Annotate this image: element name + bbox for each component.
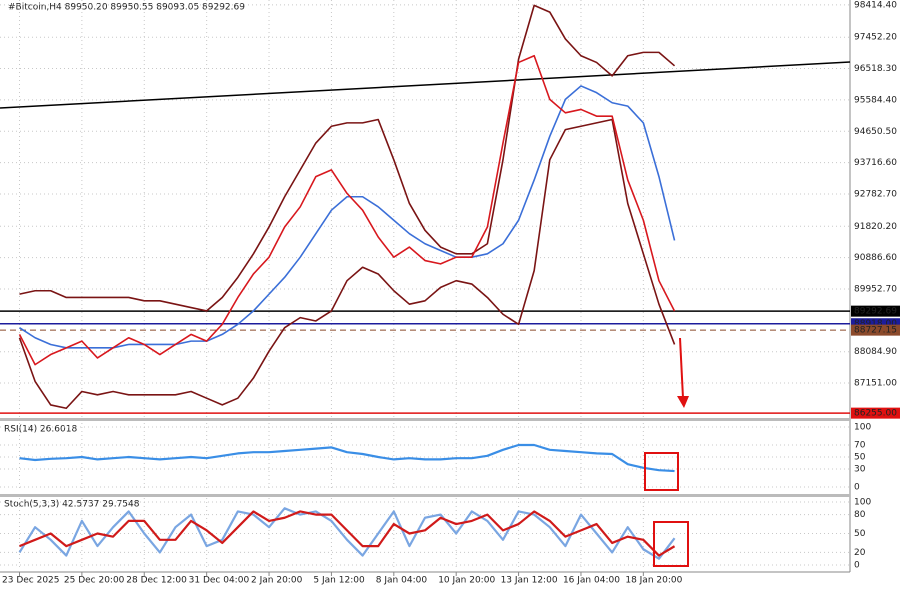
- price-label: 88727.15: [854, 326, 897, 336]
- panel-separator: [0, 494, 850, 497]
- y-tick-label: 96518.30: [854, 64, 897, 74]
- x-tick-label: 8 Jan 04:00: [376, 576, 428, 586]
- series-line: [18, 118, 676, 410]
- x-tick-label: 23 Dec 2025: [2, 576, 60, 586]
- price-label: 86255.00: [854, 409, 897, 419]
- y-tick-label: 100: [854, 423, 871, 433]
- price-label-box: [851, 324, 900, 336]
- price-label: 89292.69: [854, 307, 897, 317]
- x-tick-label: 31 Dec 04:00: [189, 576, 250, 586]
- y-tick-label: 87151.00: [854, 379, 897, 389]
- y-tick-label: 91820.20: [854, 222, 897, 232]
- y-tick-label: 80: [854, 510, 866, 520]
- y-tick-label: 90886.60: [854, 253, 897, 263]
- highlight-box: [644, 452, 679, 491]
- y-tick-label: 20: [854, 548, 866, 558]
- x-tick-label: 5 Jan 12:00: [313, 576, 365, 586]
- series-line: [19, 510, 676, 557]
- x-tick-label: 16 Jan 04:00: [563, 576, 620, 586]
- y-tick-label: 88084.90: [854, 347, 897, 357]
- series-line: [19, 85, 676, 349]
- y-tick-label: 70: [854, 441, 866, 451]
- y-tick-label: 30: [854, 465, 866, 475]
- chart-title: #Bitcoin,H4 89950.20 89950.55 89093.05 8…: [8, 3, 245, 13]
- panel-separator: [0, 418, 850, 421]
- y-tick-label: 100: [854, 498, 871, 508]
- y-tick-label: 95584.40: [854, 95, 897, 105]
- x-tick-label: 18 Jan 20:00: [625, 576, 682, 586]
- highlight-box: [653, 521, 689, 567]
- rsi-title: RSI(14) 26.6018: [4, 425, 77, 435]
- x-tick-label: 25 Dec 20:00: [64, 576, 125, 586]
- price-label-box: [851, 407, 900, 419]
- y-tick-label: 89952.70: [854, 284, 897, 294]
- price-label-box: [851, 318, 900, 330]
- series-line: [18, 507, 676, 560]
- x-tick-label: 2 Jan 20:00: [251, 576, 303, 586]
- y-tick-label: 50: [854, 529, 866, 539]
- series-line: [19, 443, 675, 473]
- x-tick-label: 13 Jan 12:00: [501, 576, 558, 586]
- stoch-title: Stoch(5,3,3) 42.5737 29.7548: [4, 500, 140, 510]
- y-tick-label: 94650.50: [854, 127, 897, 137]
- y-tick-label: 0: [854, 561, 860, 571]
- x-tick-label: 28 Dec 12:00: [126, 576, 187, 586]
- price-label-box: [851, 305, 900, 317]
- y-tick-label: 0: [854, 483, 860, 493]
- y-tick-label: 92782.70: [854, 189, 897, 199]
- series-line: [18, 54, 676, 366]
- y-tick-label: 97452.20: [854, 33, 897, 43]
- y-tick-label: 93716.60: [854, 158, 897, 168]
- x-tick-label: 10 Jan 20:00: [438, 576, 495, 586]
- arrow-head: [677, 396, 689, 408]
- series-line: [19, 4, 676, 312]
- trendline: [0, 61, 851, 109]
- arrow-shaft: [679, 337, 684, 399]
- price-label: 88918.00: [854, 319, 897, 329]
- y-tick-label: 50: [854, 453, 866, 463]
- y-tick-label: 98414.40: [854, 0, 897, 10]
